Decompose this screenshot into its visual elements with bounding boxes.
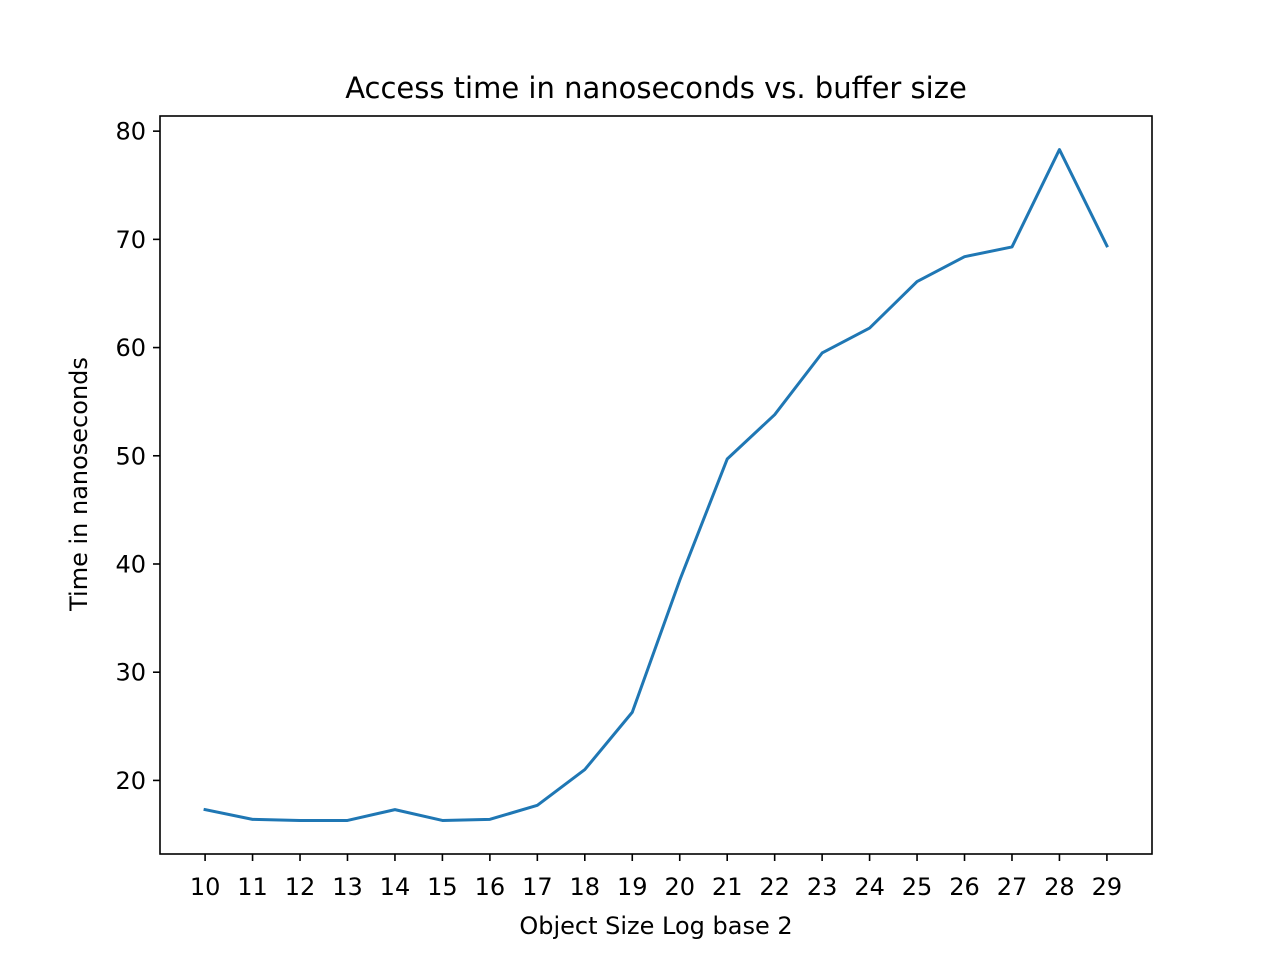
- x-tick-label: 13: [332, 873, 363, 901]
- x-tick-label: 19: [617, 873, 648, 901]
- x-tick-label: 18: [570, 873, 601, 901]
- y-tick-label: 60: [115, 334, 146, 362]
- plot-area: [159, 115, 1153, 855]
- x-tick-label: 25: [902, 873, 933, 901]
- x-tick-label: 14: [380, 873, 411, 901]
- y-tick-label: 30: [115, 659, 146, 687]
- x-tick-label: 23: [807, 873, 838, 901]
- y-tick-label: 50: [115, 442, 146, 470]
- x-tick-label: 16: [475, 873, 506, 901]
- x-tick-label: 24: [854, 873, 885, 901]
- x-axis-label: Object Size Log base 2: [519, 912, 792, 940]
- y-axis-ticks: 20 30 40 50 60 70 80: [115, 118, 160, 795]
- x-tick-label: 20: [664, 873, 695, 901]
- plot-frame: [159, 115, 1153, 855]
- series-line-0: [203, 148, 1109, 822]
- chart-title: Access time in nanoseconds vs. buffer si…: [345, 71, 967, 105]
- x-tick-label: 10: [190, 873, 221, 901]
- x-tick-label: 21: [712, 873, 743, 901]
- y-tick-label: 40: [115, 550, 146, 578]
- x-tick-label: 22: [759, 873, 790, 901]
- y-tick-label: 70: [115, 226, 146, 254]
- x-tick-label: 29: [1092, 873, 1123, 901]
- x-axis-ticks: 10 11 12 13 14 15 16 17 18 19 20 21 22 23 24 25 26 27 28 29: [190, 854, 1122, 901]
- x-tick-label: 11: [237, 873, 268, 901]
- x-tick-label: 26: [949, 873, 980, 901]
- x-tick-label: 27: [997, 873, 1028, 901]
- y-axis-label: Time in nanoseconds: [65, 357, 93, 612]
- x-tick-label: 28: [1044, 873, 1075, 901]
- x-tick-label: 12: [285, 873, 316, 901]
- x-tick-label: 17: [522, 873, 553, 901]
- y-tick-label: 20: [115, 767, 146, 795]
- x-tick-label: 15: [427, 873, 458, 901]
- y-tick-label: 80: [115, 118, 146, 146]
